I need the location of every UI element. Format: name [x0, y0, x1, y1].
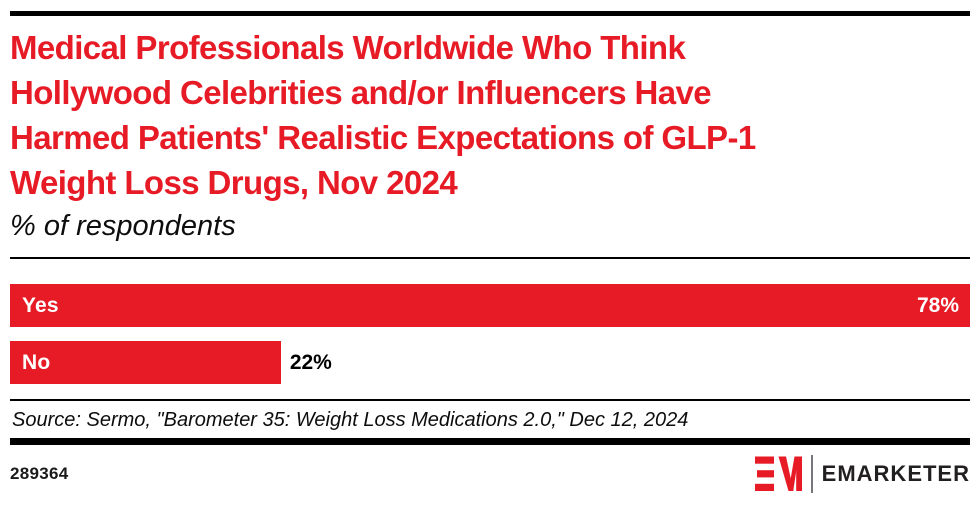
bar-value-label: 22%	[289, 350, 332, 374]
bar-yes: Yes 78%	[10, 284, 970, 327]
source-note: Source: Sermo, "Barometer 35: Weight Los…	[12, 409, 689, 431]
bar-row: Yes 78%	[10, 284, 970, 327]
chart-title-line: Weight Loss Drugs, Nov 2024	[10, 164, 458, 201]
emarketer-logo: EMARKETER	[754, 455, 970, 493]
footer-rule	[10, 438, 970, 445]
chart-title-line: Harmed Patients' Realistic Expectations …	[10, 119, 756, 156]
header-divider-rule	[10, 257, 970, 259]
bar-category-label: Yes	[22, 293, 59, 317]
chart-title: Medical Professionals Worldwide Who Thin…	[10, 25, 970, 205]
bar-chart: Yes 78% No 22%	[10, 284, 970, 384]
chart-title-line: Medical Professionals Worldwide Who Thin…	[10, 29, 686, 66]
bar-no: No	[10, 341, 281, 384]
chart-subtitle: % of respondents	[10, 210, 236, 242]
em-monogram-icon	[754, 456, 802, 491]
logo-divider	[810, 455, 813, 493]
top-border-rule	[10, 11, 970, 16]
bar-category-label: No	[22, 350, 51, 374]
bar-row: No 22%	[10, 341, 970, 384]
emarketer-wordmark: EMARKETER	[821, 461, 970, 486]
chart-title-line: Hollywood Celebrities and/or Influencers…	[10, 74, 712, 111]
bar-value-label: 78%	[916, 293, 959, 317]
footer: 289364 EMARKETER	[10, 453, 970, 495]
chart-id: 289364	[10, 464, 69, 483]
source-divider-rule	[10, 399, 970, 401]
